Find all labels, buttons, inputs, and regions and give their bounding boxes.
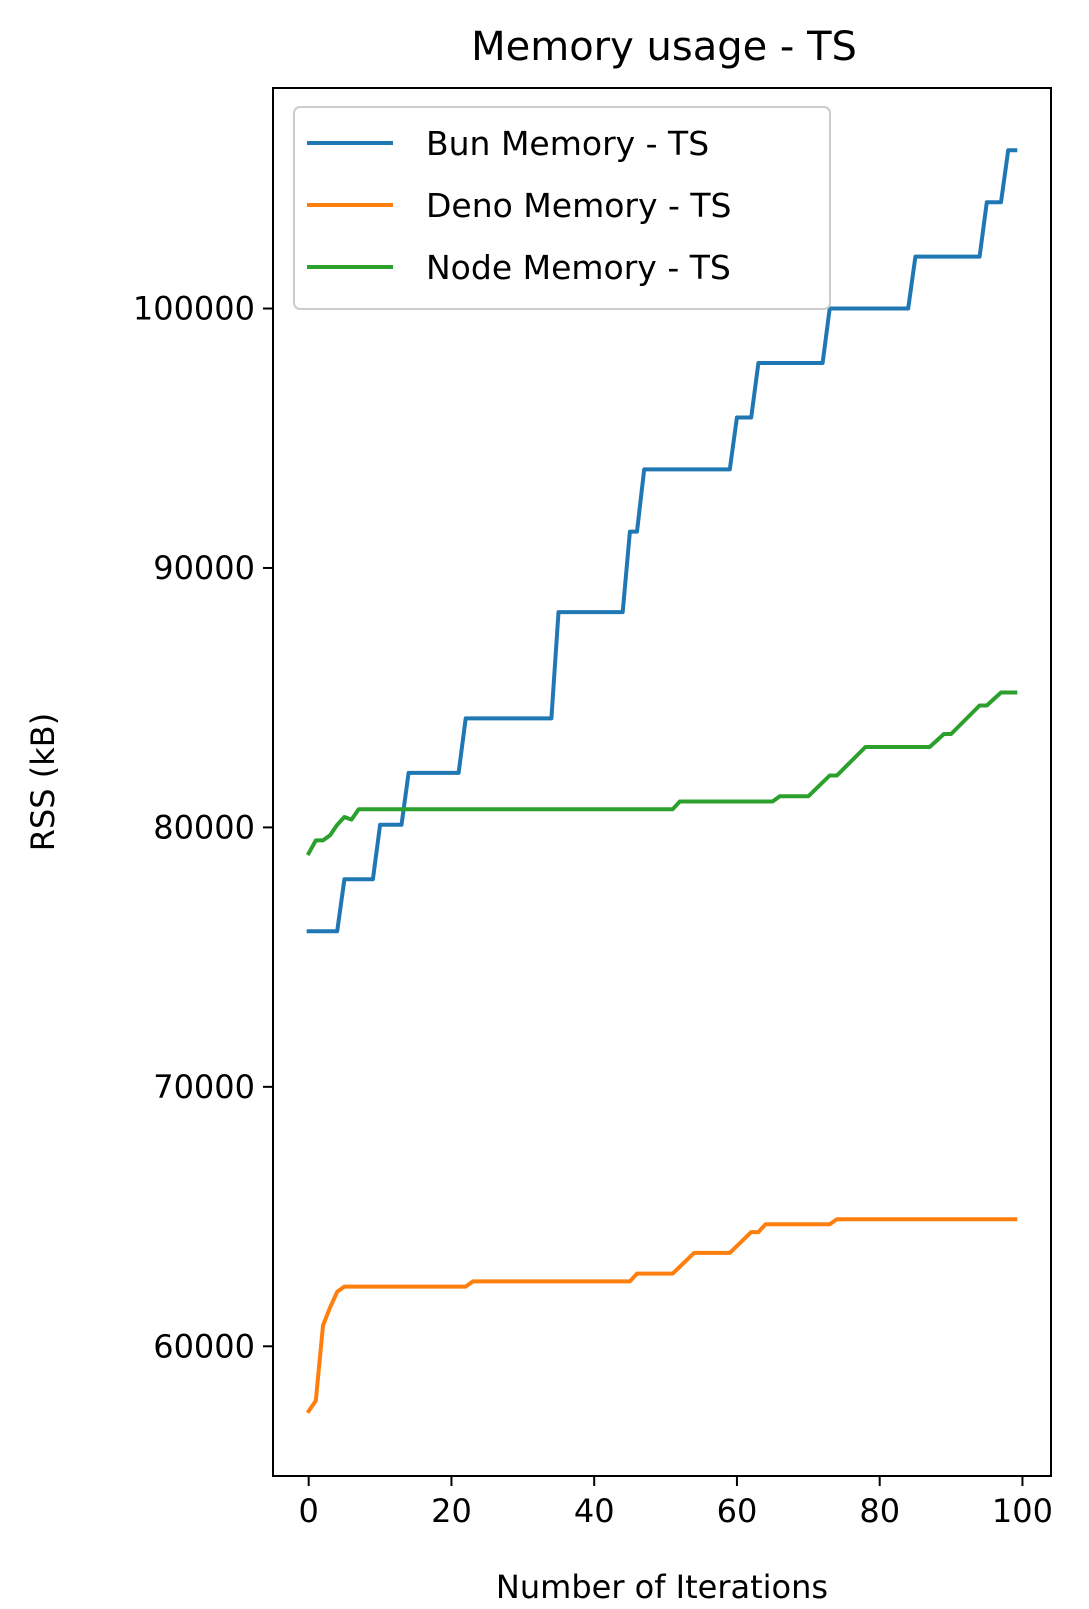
legend-label-1: Deno Memory - TS bbox=[426, 186, 732, 225]
legend-label-2: Node Memory - TS bbox=[426, 248, 731, 287]
y-axis-ticks: 60000 70000 80000 90000 100000 bbox=[133, 290, 273, 1365]
x-axis-label: Number of Iterations bbox=[496, 1568, 828, 1606]
chart-title: Memory usage - TS bbox=[471, 24, 857, 70]
x-tick-label: 20 bbox=[431, 1492, 472, 1530]
axes-frame bbox=[272, 87, 1052, 1477]
legend-label-0: Bun Memory - TS bbox=[426, 124, 709, 163]
y-tick-label: 80000 bbox=[153, 808, 255, 846]
series-line-0 bbox=[306, 148, 1018, 934]
x-tick-label: 80 bbox=[859, 1492, 900, 1530]
x-tick-label: 0 bbox=[299, 1492, 319, 1530]
y-tick-label: 100000 bbox=[133, 290, 255, 328]
plot-lines bbox=[305, 148, 1018, 1414]
legend-box bbox=[293, 106, 831, 310]
y-axis-label: RSS (kB) bbox=[24, 713, 62, 851]
series-line-1 bbox=[305, 1217, 1018, 1414]
x-tick-label: 40 bbox=[574, 1492, 615, 1530]
x-tick-label: 100 bbox=[992, 1492, 1053, 1530]
series-line-2 bbox=[305, 690, 1018, 857]
y-tick-label: 90000 bbox=[153, 549, 255, 587]
x-tick-label: 60 bbox=[717, 1492, 758, 1530]
legend: Bun Memory - TS Deno Memory - TS Node Memo… bbox=[293, 106, 831, 310]
y-tick-label: 70000 bbox=[153, 1068, 255, 1106]
x-axis-ticks: 0 20 40 60 80 100 bbox=[299, 1476, 1053, 1530]
y-tick-label: 60000 bbox=[153, 1327, 255, 1365]
legend-entries: Bun Memory - TS Deno Memory - TS Node Memo… bbox=[307, 124, 732, 287]
